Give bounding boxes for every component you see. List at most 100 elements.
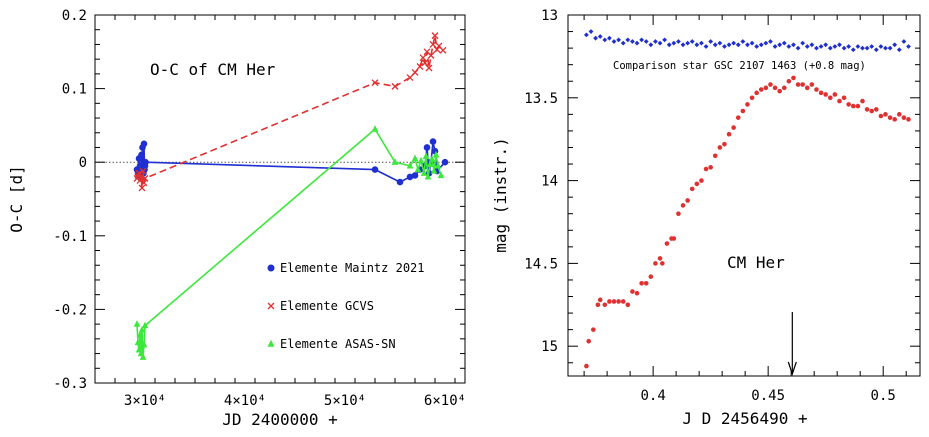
data-point (427, 52, 435, 59)
data-point (864, 107, 870, 112)
data-point (814, 45, 819, 51)
data-point (896, 47, 902, 53)
series-1 (584, 29, 911, 53)
data-point (134, 338, 142, 346)
data-point (896, 112, 902, 117)
data-point (391, 158, 399, 165)
data-point (708, 165, 713, 170)
data-point (804, 44, 810, 49)
data-point (823, 42, 829, 48)
data-point (607, 35, 612, 41)
left-chart: 3×10⁴ 4×10⁴ 5×10⁴ 6×10⁴0.20.10-0.1-0.2-0.3 … (7, 8, 466, 429)
data-point (699, 40, 704, 46)
data-point (745, 102, 750, 107)
data-point (906, 44, 911, 49)
data-point (140, 140, 148, 148)
data-point (800, 82, 805, 87)
data-point (873, 47, 879, 53)
data-point (901, 39, 907, 44)
legend-marker (267, 339, 275, 347)
data-point (611, 39, 617, 44)
right-annotation: Comparison star GSC 2107 1463 (+0.8 mag) (613, 60, 866, 72)
data-point (772, 85, 778, 91)
data-point (419, 54, 427, 62)
data-point (411, 68, 419, 76)
data-point (429, 40, 437, 48)
data-point (749, 40, 755, 46)
data-point (887, 45, 893, 51)
data-point (141, 321, 149, 329)
y-tick-label: 13.5 (524, 91, 558, 107)
data-point (625, 302, 631, 308)
data-point (597, 297, 603, 303)
data-point (425, 64, 433, 72)
data-point (421, 59, 429, 67)
data-point (791, 42, 796, 48)
data-point (602, 302, 608, 308)
data-point (791, 75, 796, 81)
data-point (602, 37, 608, 43)
x-tick-label: 0.4 (640, 388, 665, 404)
y-tick-label: 0 (79, 155, 87, 171)
data-point (731, 125, 736, 130)
data-point (887, 115, 893, 120)
data-point (371, 125, 379, 132)
data-point (883, 45, 888, 51)
data-point (424, 172, 432, 180)
data-point (855, 44, 861, 49)
right-chart-title: CM Her (727, 253, 785, 272)
legend-marker (267, 264, 275, 272)
data-point (708, 39, 714, 44)
data-point (809, 42, 815, 48)
data-point (850, 103, 856, 109)
data-point (648, 42, 654, 48)
data-point (430, 167, 438, 174)
data-point (873, 107, 879, 112)
data-point (786, 78, 792, 84)
data-point (441, 158, 449, 166)
data-point (643, 39, 649, 44)
x-tick-label: 6×10⁴ (424, 393, 466, 409)
data-point (818, 44, 824, 49)
data-point (597, 34, 603, 39)
data-point (883, 112, 888, 117)
data-point (406, 74, 414, 82)
data-point (371, 166, 379, 173)
data-point (795, 82, 801, 87)
data-point (423, 144, 431, 151)
data-point (653, 39, 658, 44)
x-tick-label: 4×10⁴ (224, 393, 266, 409)
data-point (763, 40, 769, 46)
data-point (689, 186, 695, 192)
data-point (371, 79, 379, 87)
data-point (416, 63, 424, 70)
data-point (432, 150, 440, 158)
legend-marker (267, 302, 275, 310)
data-point (781, 40, 787, 46)
data-point (391, 82, 399, 90)
data-point (643, 280, 649, 286)
data-point (837, 98, 842, 104)
data-point (676, 39, 681, 44)
data-point (620, 40, 626, 46)
data-point (689, 39, 695, 44)
data-point (591, 327, 596, 332)
data-point (141, 174, 149, 182)
y-tick-label: -0.2 (53, 302, 87, 318)
data-point (781, 85, 787, 91)
data-point (768, 39, 773, 44)
data-point (772, 44, 778, 49)
data-point (138, 184, 146, 192)
data-point (406, 161, 414, 169)
series-2 (133, 125, 445, 360)
data-point (142, 158, 149, 166)
y-tick-label: -0.1 (53, 229, 87, 245)
data-point (139, 167, 147, 175)
data-point (664, 241, 670, 246)
data-point (431, 32, 439, 40)
data-point (717, 40, 723, 46)
data-point (694, 181, 700, 187)
data-point (639, 37, 645, 43)
